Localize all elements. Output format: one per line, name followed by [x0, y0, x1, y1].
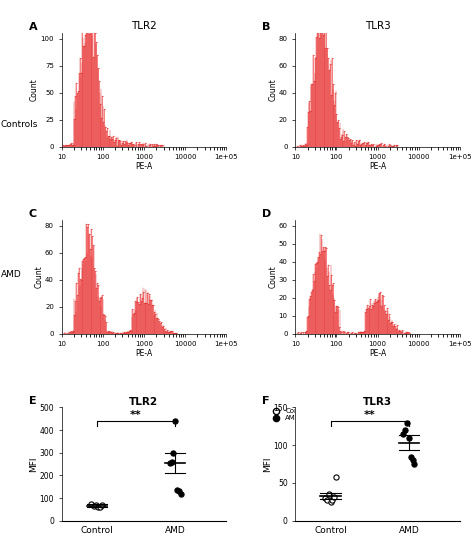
Point	[323, 495, 331, 504]
Point	[96, 502, 104, 511]
Point	[90, 501, 97, 510]
Title: TLR3: TLR3	[365, 21, 391, 31]
Point	[99, 501, 106, 510]
Text: C: C	[29, 209, 37, 219]
Legend: Control, AMD: Control, AMD	[266, 405, 313, 424]
X-axis label: PE-A: PE-A	[135, 162, 153, 171]
Text: A: A	[29, 22, 37, 32]
Y-axis label: Count: Count	[35, 265, 44, 289]
X-axis label: PE-A: PE-A	[369, 348, 386, 358]
Text: **: **	[130, 410, 142, 420]
Text: E: E	[29, 396, 36, 406]
Point	[400, 429, 407, 438]
Y-axis label: Count: Count	[30, 79, 39, 101]
Text: F: F	[262, 396, 270, 406]
Title: TLR2: TLR2	[131, 21, 157, 31]
Point	[410, 460, 418, 469]
Title: TLR2: TLR2	[129, 397, 158, 407]
Point	[407, 452, 414, 461]
Point	[172, 417, 179, 425]
Point	[92, 500, 100, 509]
Point	[173, 486, 181, 495]
Y-axis label: Count: Count	[268, 265, 277, 289]
Text: **: **	[364, 410, 375, 420]
Point	[409, 456, 416, 465]
Y-axis label: Count: Count	[268, 79, 277, 101]
Text: Controls: Controls	[1, 120, 38, 129]
X-axis label: PE-A: PE-A	[369, 162, 386, 171]
Point	[88, 499, 95, 508]
Point	[332, 473, 340, 481]
Point	[175, 487, 182, 496]
Point	[330, 492, 338, 501]
Point	[328, 496, 336, 505]
X-axis label: PE-A: PE-A	[135, 348, 153, 358]
Point	[94, 502, 102, 511]
Title: TLR3: TLR3	[363, 397, 392, 407]
Point	[405, 433, 413, 442]
Text: AMD: AMD	[1, 270, 22, 279]
Y-axis label: MFI: MFI	[263, 456, 272, 472]
Point	[177, 489, 184, 498]
Point	[168, 458, 175, 466]
Point	[170, 448, 177, 457]
Point	[166, 459, 173, 468]
Y-axis label: MFI: MFI	[29, 456, 38, 472]
Point	[321, 494, 329, 502]
Text: B: B	[262, 22, 271, 32]
Point	[327, 497, 334, 506]
Point	[401, 425, 409, 434]
Point	[325, 490, 332, 499]
Text: D: D	[262, 209, 272, 219]
Point	[403, 418, 411, 427]
